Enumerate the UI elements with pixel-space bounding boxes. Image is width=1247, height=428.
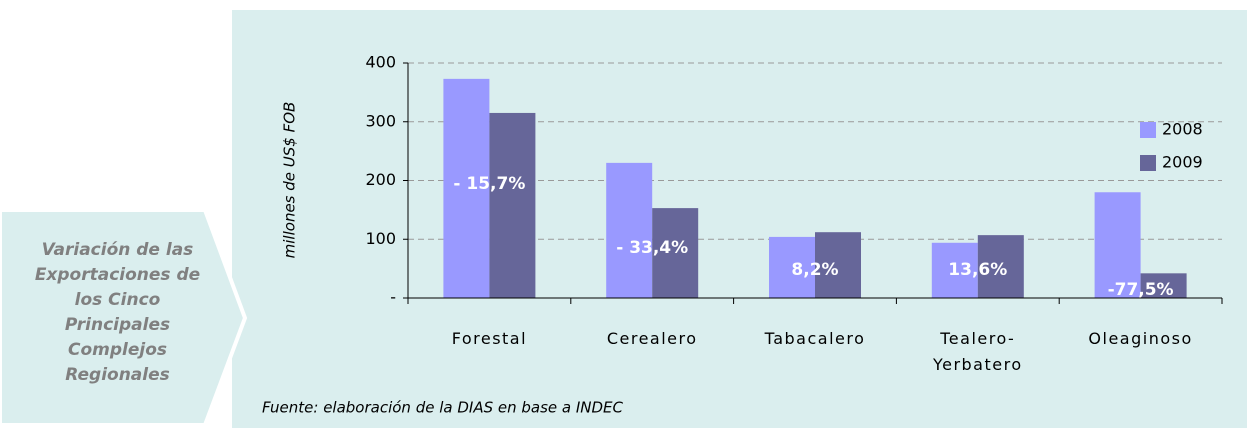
bar xyxy=(489,112,536,298)
y-axis-label: millones de US$ FOB xyxy=(281,102,299,259)
bar xyxy=(606,162,653,298)
bar xyxy=(815,232,861,298)
x-tick-label: Cerealero xyxy=(606,329,698,348)
bar xyxy=(652,208,699,298)
side-title: Variación de las Exportaciones de los Ci… xyxy=(34,240,201,385)
bar xyxy=(1094,192,1141,298)
legend-label: 2008 xyxy=(1162,120,1203,139)
y-tick-label: - xyxy=(390,288,396,307)
y-tick-label: 100 xyxy=(365,229,396,248)
y-tick-label: 200 xyxy=(365,170,396,189)
annotation: - 15,7% xyxy=(453,174,525,194)
legend-label: 2009 xyxy=(1162,153,1203,172)
panel xyxy=(232,10,1247,428)
legend-swatch xyxy=(1140,122,1156,138)
bar xyxy=(931,242,978,298)
chevron xyxy=(0,208,248,427)
x-tick-label: Tabacalero xyxy=(764,329,866,348)
source: Fuente: elaboración de la DIAS en base a… xyxy=(262,399,624,417)
legend-swatch xyxy=(1140,155,1156,171)
x-tick-label: Tealero- Yerbatero xyxy=(932,329,1023,374)
y-tick-label: 300 xyxy=(365,111,396,130)
x-tick-label: Oleaginoso xyxy=(1088,329,1193,348)
bar xyxy=(977,235,1024,298)
bar xyxy=(1140,273,1187,298)
bar xyxy=(769,236,815,298)
bar xyxy=(443,78,490,298)
annotation: - 33,4% xyxy=(616,238,688,258)
y-tick-label: 400 xyxy=(365,53,396,72)
x-tick-label: Forestal xyxy=(451,329,528,348)
annotation: 8,2% xyxy=(791,260,838,280)
annotation: 13,6% xyxy=(948,260,1007,280)
annotation: -77,5% xyxy=(1108,280,1174,300)
